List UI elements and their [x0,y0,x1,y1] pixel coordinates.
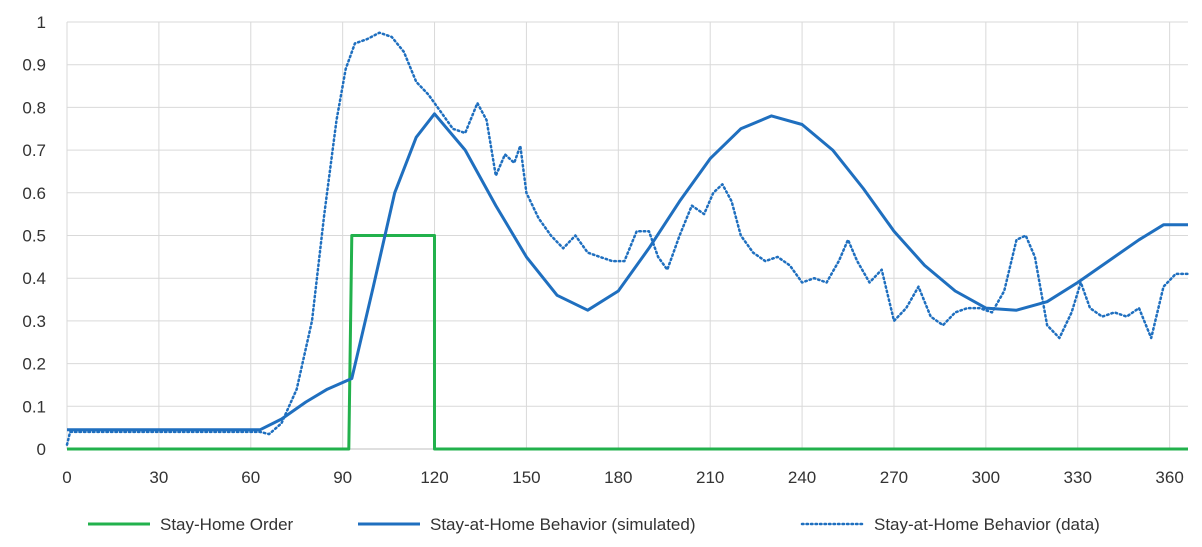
x-tick-label: 180 [604,468,632,487]
legend: Stay-Home Order Stay-at-Home Behavior (si… [88,515,1100,534]
x-tick-label: 270 [880,468,908,487]
series-line-3 [65,31,1190,446]
x-tick-label: 150 [512,468,540,487]
series-line-2 [67,112,1188,432]
y-tick-label: 0.9 [22,56,46,75]
y-tick-label: 0.5 [22,227,46,246]
x-tick-label: 120 [420,468,448,487]
x-tick-label: 330 [1064,468,1092,487]
y-tick-label: 0.2 [22,355,46,374]
y-tick-label: 0.8 [22,98,46,117]
y-axis-ticks: 0 0.1 0.2 0.3 0.4 0.5 0.6 0.7 0.8 0.9 1 [22,13,46,459]
y-tick-label: 0.6 [22,184,46,203]
series-line-1 [67,234,1188,451]
legend-label: Stay-at-Home Behavior (simulated) [430,515,695,534]
y-tick-label: 0 [37,440,46,459]
x-tick-label: 90 [333,468,352,487]
x-tick-label: 210 [696,468,724,487]
x-tick-label: 0 [62,468,71,487]
x-tick-label: 30 [149,468,168,487]
x-tick-label: 300 [972,468,1000,487]
x-axis-ticks: 0 30 60 90 120 150 180 210 240 270 300 330 360 [62,468,1184,487]
legend-label: Stay-at-Home Behavior (data) [874,515,1100,534]
y-tick-label: 0.1 [22,397,46,416]
y-tick-label: 0.4 [22,269,46,288]
y-tick-label: 0.3 [22,312,46,331]
y-tick-label: 0.7 [22,141,46,160]
legend-label: Stay-Home Order [160,515,294,534]
x-tick-label: 240 [788,468,816,487]
x-tick-label: 60 [241,468,260,487]
y-tick-label: 1 [37,13,46,32]
grid-lines [66,21,1188,450]
series-lines [65,31,1190,451]
x-tick-label: 360 [1155,468,1183,487]
